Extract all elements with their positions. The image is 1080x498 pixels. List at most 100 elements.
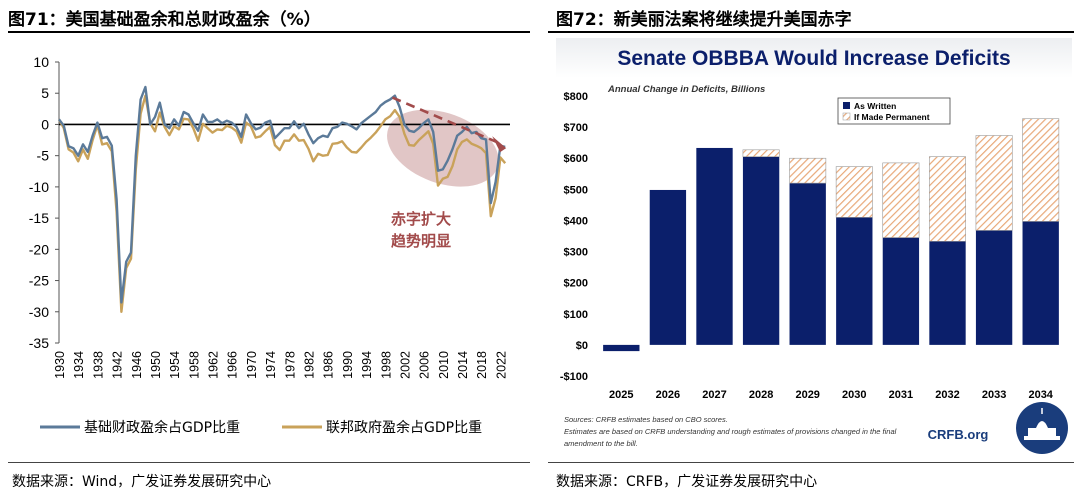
right-title-rule [548,31,1074,33]
x-tick-label: 1934 [72,351,86,379]
chart-subtitle: Annual Change in Deficits, Billions [607,84,765,95]
bar-if-permanent-2029 [789,157,827,184]
x-tick-label: 2028 [749,389,773,401]
x-tick-label: 2022 [494,351,508,379]
y-tick-label: $200 [564,278,588,290]
bar-if-permanent-2033 [975,135,1013,231]
x-tick-label: 1954 [168,351,182,379]
x-tick-label: 2014 [456,351,470,379]
annotation-line-1: 赤字扩大 [391,210,451,228]
x-tick-label: 2002 [398,351,412,379]
x-tick-label: 2031 [889,389,913,401]
y-tick-label: $700 [564,122,588,134]
y-tick-label: -$100 [560,371,588,383]
x-tick-label: 2006 [418,351,432,379]
footnote-line-1: Sources: CRFB estimates based on CBO sco… [564,415,728,424]
x-tick-label: 2029 [795,389,819,401]
x-tick-label: 1978 [283,351,297,379]
x-tick-label: 2026 [656,389,680,401]
x-tick-label: 1938 [91,351,105,379]
y-tick-label: -20 [29,241,49,257]
legend-swatch-permanent [842,112,851,121]
bar-as-written-2027 [696,147,733,345]
x-tick-label: 1942 [111,351,125,379]
x-tick-label: 1946 [130,351,144,379]
series-line-primary-surplus [58,85,506,304]
logo-capitol-icon [1024,421,1060,440]
y-tick-label: $600 [564,153,588,165]
x-tick-label: 2010 [437,351,451,379]
bar-as-written-2031 [882,237,920,345]
left-title-rule [8,31,530,33]
legend-label-primary: 基础财政盈余占GDP比重 [84,419,240,436]
legend-label-federal: 联邦政府盈余占GDP比重 [326,419,482,436]
bar-if-permanent-2030 [835,166,873,218]
annotation-line-2: 趋势明显 [391,232,451,250]
y-tick-label: $0 [576,340,588,352]
x-tick-label: 1962 [207,351,221,379]
bar-if-permanent-2031 [882,162,920,238]
left-figure-title: 图71：美国基础盈余和总财政盈余（%） [8,10,321,30]
right-bar-chart: Senate OBBBA Would Increase Deficits Annu… [556,38,1072,454]
x-tick-label: 2033 [982,389,1006,401]
x-tick-label: 1974 [264,351,278,379]
y-tick-label: 0 [41,116,49,132]
x-tick-label: 2018 [475,351,489,379]
y-tick-label: -10 [29,179,49,195]
x-tick-label: 1970 [245,351,259,379]
right-source: 数据来源：CRFB，广发证券发展研究中心 [556,474,818,490]
x-tick-label: 2032 [935,389,959,401]
banner-background [556,38,1072,78]
x-tick-label: 1986 [322,351,336,379]
legend-swatch-as-written [843,102,850,109]
x-tick-label: 1950 [149,351,163,379]
x-tick-label: 1998 [379,351,393,379]
highlight-ellipse [387,109,499,187]
y-tick-label: -25 [29,273,49,289]
y-tick-label: $100 [564,309,588,321]
bar-as-written-2029 [789,183,826,345]
legend-label-permanent: If Made Permanent [854,112,930,122]
bar-if-permanent-2032 [929,156,966,242]
right-figure-title: 图72：新美丽法案将继续提升美国赤字 [556,10,852,30]
legend-label-as-written: As Written [854,101,896,111]
y-tick-label: $400 [564,215,588,227]
legend-box [837,97,951,125]
trend-arrow-head [492,136,507,153]
logo-text: CRFB.org [928,427,989,442]
y-tick-label: -15 [29,210,49,226]
x-tick-label: 1990 [341,351,355,379]
x-tick-label: 1994 [360,351,374,379]
x-tick-label: 1958 [187,351,201,379]
bar-as-written-2028 [742,156,780,345]
bar-if-permanent-2028 [742,149,780,157]
left-source-rule [8,462,530,463]
y-tick-label: 5 [41,85,49,101]
y-tick-label: -35 [29,335,49,351]
bar-as-written-2034 [1022,221,1059,345]
bar-as-written-2033 [975,230,1013,345]
x-tick-label: 1982 [302,351,316,379]
footnote-line-3: amendment to the bill. [564,439,638,448]
bar-if-permanent-2034 [1022,118,1060,222]
y-tick-label: $800 [564,91,588,103]
left-source: 数据来源：Wind，广发证券发展研究中心 [12,474,272,490]
x-tick-label: 2025 [609,389,633,401]
chart-banner-title: Senate OBBBA Would Increase Deficits [617,47,1010,70]
x-tick-label: 2030 [842,389,866,401]
right-source-rule [548,462,1074,463]
y-tick-label: -5 [37,148,50,164]
trend-arrow-line [391,96,499,144]
y-tick-label: -30 [29,304,49,320]
bar-as-written-2025 [603,344,640,352]
left-line-chart: 10 5 0 -5 -10 -15 -20 -25 -30 -35 1930 1934 1938 1942… [29,54,510,436]
bar-as-written-2032 [929,241,966,345]
bar-as-written-2026 [649,189,687,345]
y-tick-label: $300 [564,247,588,259]
y-tick-label: 10 [33,54,49,70]
bar-as-written-2030 [836,217,873,345]
y-tick-label: $500 [564,184,588,196]
x-tick-label: 1930 [53,351,67,379]
footnote-line-2: Estimates are based on CRFB understandin… [564,427,897,436]
x-tick-label: 2027 [702,389,726,401]
